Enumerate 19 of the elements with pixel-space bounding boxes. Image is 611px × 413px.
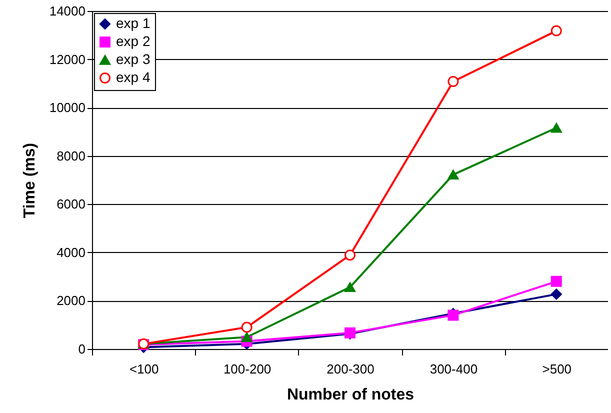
x-tick-label: 100-200 [223, 362, 272, 376]
y-tick-label: 0 [78, 342, 86, 356]
y-tick-label: 14000 [49, 4, 86, 18]
x-tick-label: >500 [542, 362, 572, 376]
y-tick-label: 6000 [56, 196, 86, 212]
x-tick-label: <100 [129, 362, 159, 376]
y-tick-label: 4000 [56, 244, 86, 260]
legend-label: exp 3 [116, 51, 150, 67]
y-tick-label: 10000 [49, 100, 86, 116]
y-tick-label: 12000 [49, 52, 86, 67]
y-tick-label: 2000 [56, 293, 86, 308]
x-axis-title: Number of notes [286, 386, 414, 404]
x-tick-label: 200-300 [326, 362, 374, 376]
legend-label: exp 4 [116, 69, 150, 85]
y-axis-title: Time (ms) [21, 142, 38, 218]
y-tick-label: 8000 [56, 148, 86, 164]
x-tick-label: 300-400 [430, 362, 478, 376]
legend-label: exp 1 [116, 15, 150, 31]
legend-label: exp 2 [116, 33, 150, 49]
